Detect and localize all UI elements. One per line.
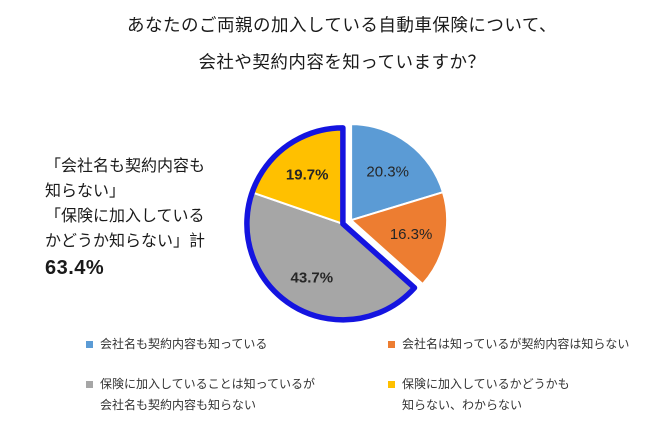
total-annotation-value: 63.4% <box>45 257 105 279</box>
pie-highlight-outline <box>244 125 418 323</box>
legend-label: 保険に加入していることは知っているが 会社名も契約内容も知らない <box>100 377 316 412</box>
legend-swatch-icon <box>388 381 395 388</box>
legend-item-0: 会社名も契約内容も知っている <box>86 334 267 355</box>
chart-title-line2: 会社や契約内容を知っていますか？ <box>198 52 486 72</box>
total-annotation: 「会社名も契約内容も 知らない」 「保険に加入している かどうか知らない」計 6… <box>45 154 260 281</box>
legend-label: 保険に加入しているかどうかも 知らない、わからない <box>402 377 570 412</box>
pie-value-label-3: 19.7% <box>286 166 329 183</box>
legend-item-3: 保険に加入しているかどうかも 知らない、わからない <box>388 374 570 416</box>
pie-value-label-0: 20.3% <box>366 163 409 180</box>
total-annotation-text: 「会社名も契約内容も 知らない」 「保険に加入している かどうか知らない」計 <box>45 158 206 250</box>
legend-item-2: 保険に加入していることは知っているが 会社名も契約内容も知らない <box>86 374 315 416</box>
pie-slice-0 <box>350 123 445 222</box>
chart-title: あなたのご両親の加入している自動車保険について、 会社や契約内容を知っていますか… <box>42 7 642 81</box>
pie-slice-1 <box>349 190 449 286</box>
pie-value-label-2: 43.7% <box>291 269 334 286</box>
legend-swatch-icon <box>388 341 395 348</box>
legend-item-1: 会社名は知っているが契約内容は知らない <box>388 334 629 355</box>
legend-label: 会社名は知っているが契約内容は知らない <box>402 337 630 351</box>
pie-value-label-1: 16.3% <box>390 226 433 243</box>
chart-title-line1: あなたのご両親の加入している自動車保険について、 <box>126 15 558 35</box>
legend-label: 会社名も契約内容も知っている <box>100 337 268 351</box>
legend-swatch-icon <box>86 381 93 388</box>
legend-swatch-icon <box>86 341 93 348</box>
